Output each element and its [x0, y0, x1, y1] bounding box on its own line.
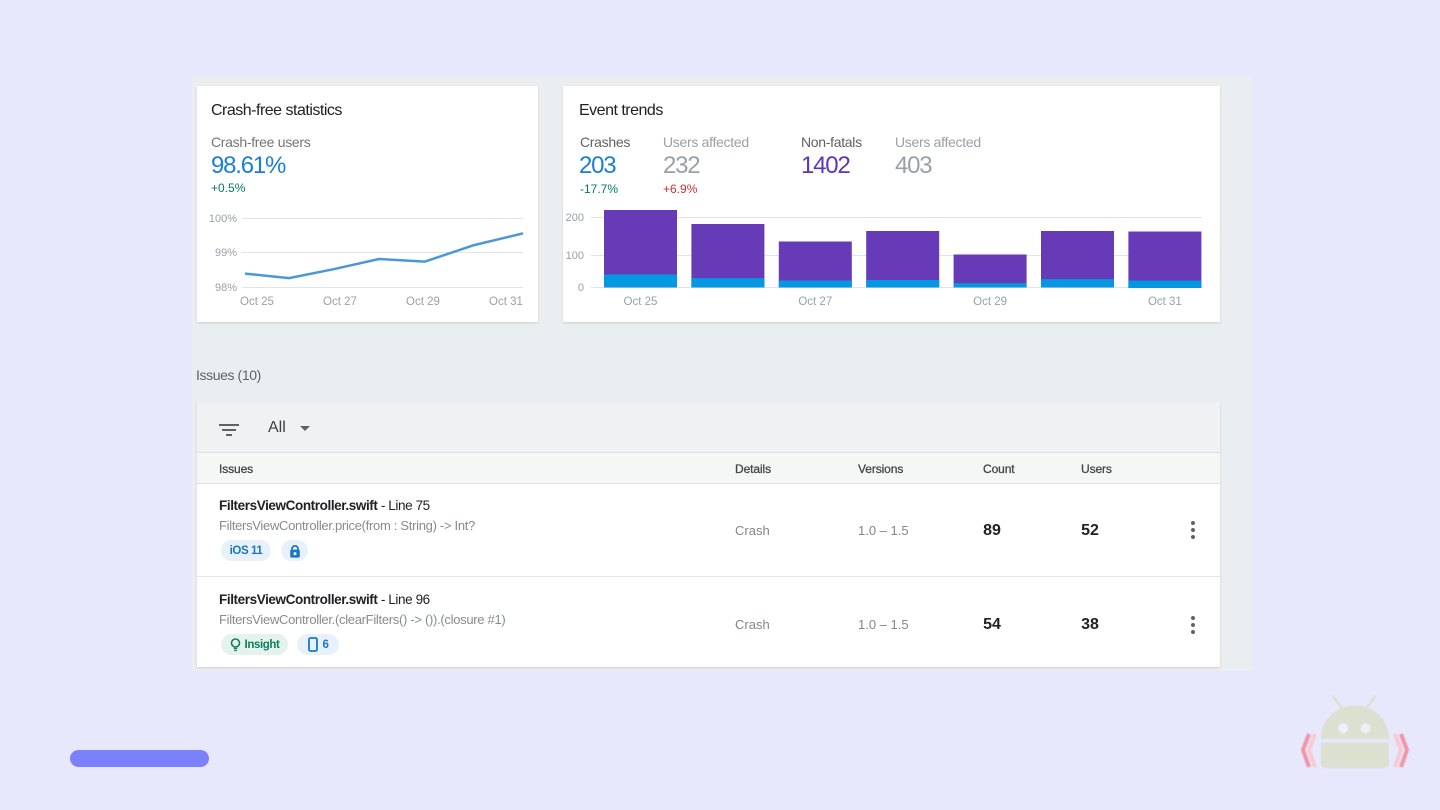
- svg-text:99%: 99%: [215, 247, 237, 259]
- svg-text:200: 200: [566, 212, 584, 224]
- svg-text:Oct 25: Oct 25: [624, 296, 658, 308]
- svg-text:Oct 29: Oct 29: [406, 296, 440, 308]
- svg-text:Oct 31: Oct 31: [489, 296, 523, 308]
- svg-text:Oct 27: Oct 27: [798, 296, 832, 308]
- svg-text:100%: 100%: [209, 213, 237, 225]
- svg-text:Oct 27: Oct 27: [323, 296, 357, 308]
- svg-text:98%: 98%: [215, 282, 237, 294]
- svg-text:100: 100: [566, 250, 584, 262]
- svg-text:Oct 25: Oct 25: [240, 296, 274, 308]
- svg-text:Oct 29: Oct 29: [973, 296, 1007, 308]
- svg-text:0: 0: [578, 282, 584, 294]
- svg-text:Oct 31: Oct 31: [1148, 296, 1182, 308]
